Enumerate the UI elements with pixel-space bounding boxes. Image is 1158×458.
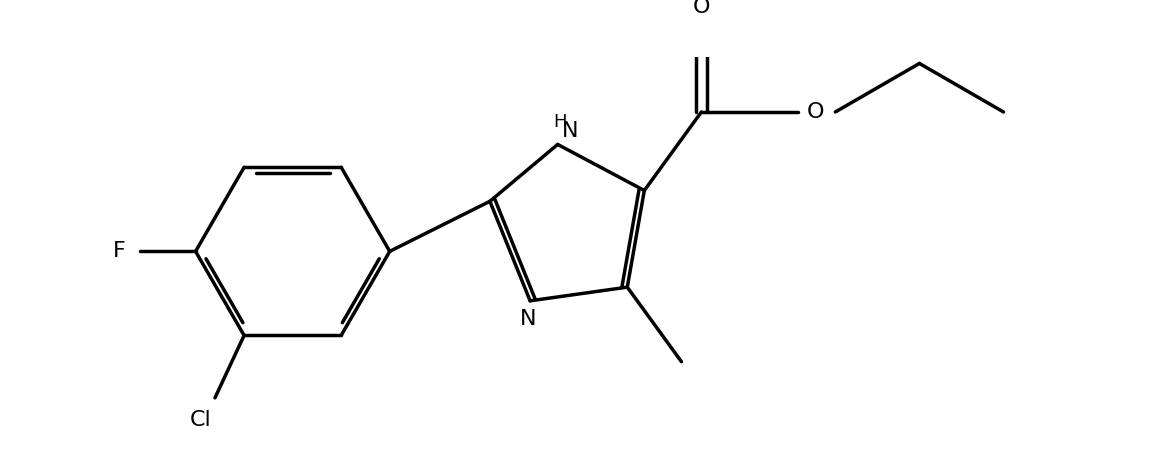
Text: N: N [562, 120, 578, 141]
Text: Cl: Cl [190, 410, 211, 431]
Text: O: O [807, 102, 824, 122]
Text: H: H [552, 113, 566, 131]
Text: F: F [113, 241, 126, 262]
Text: N: N [520, 309, 536, 328]
Text: O: O [692, 0, 710, 17]
